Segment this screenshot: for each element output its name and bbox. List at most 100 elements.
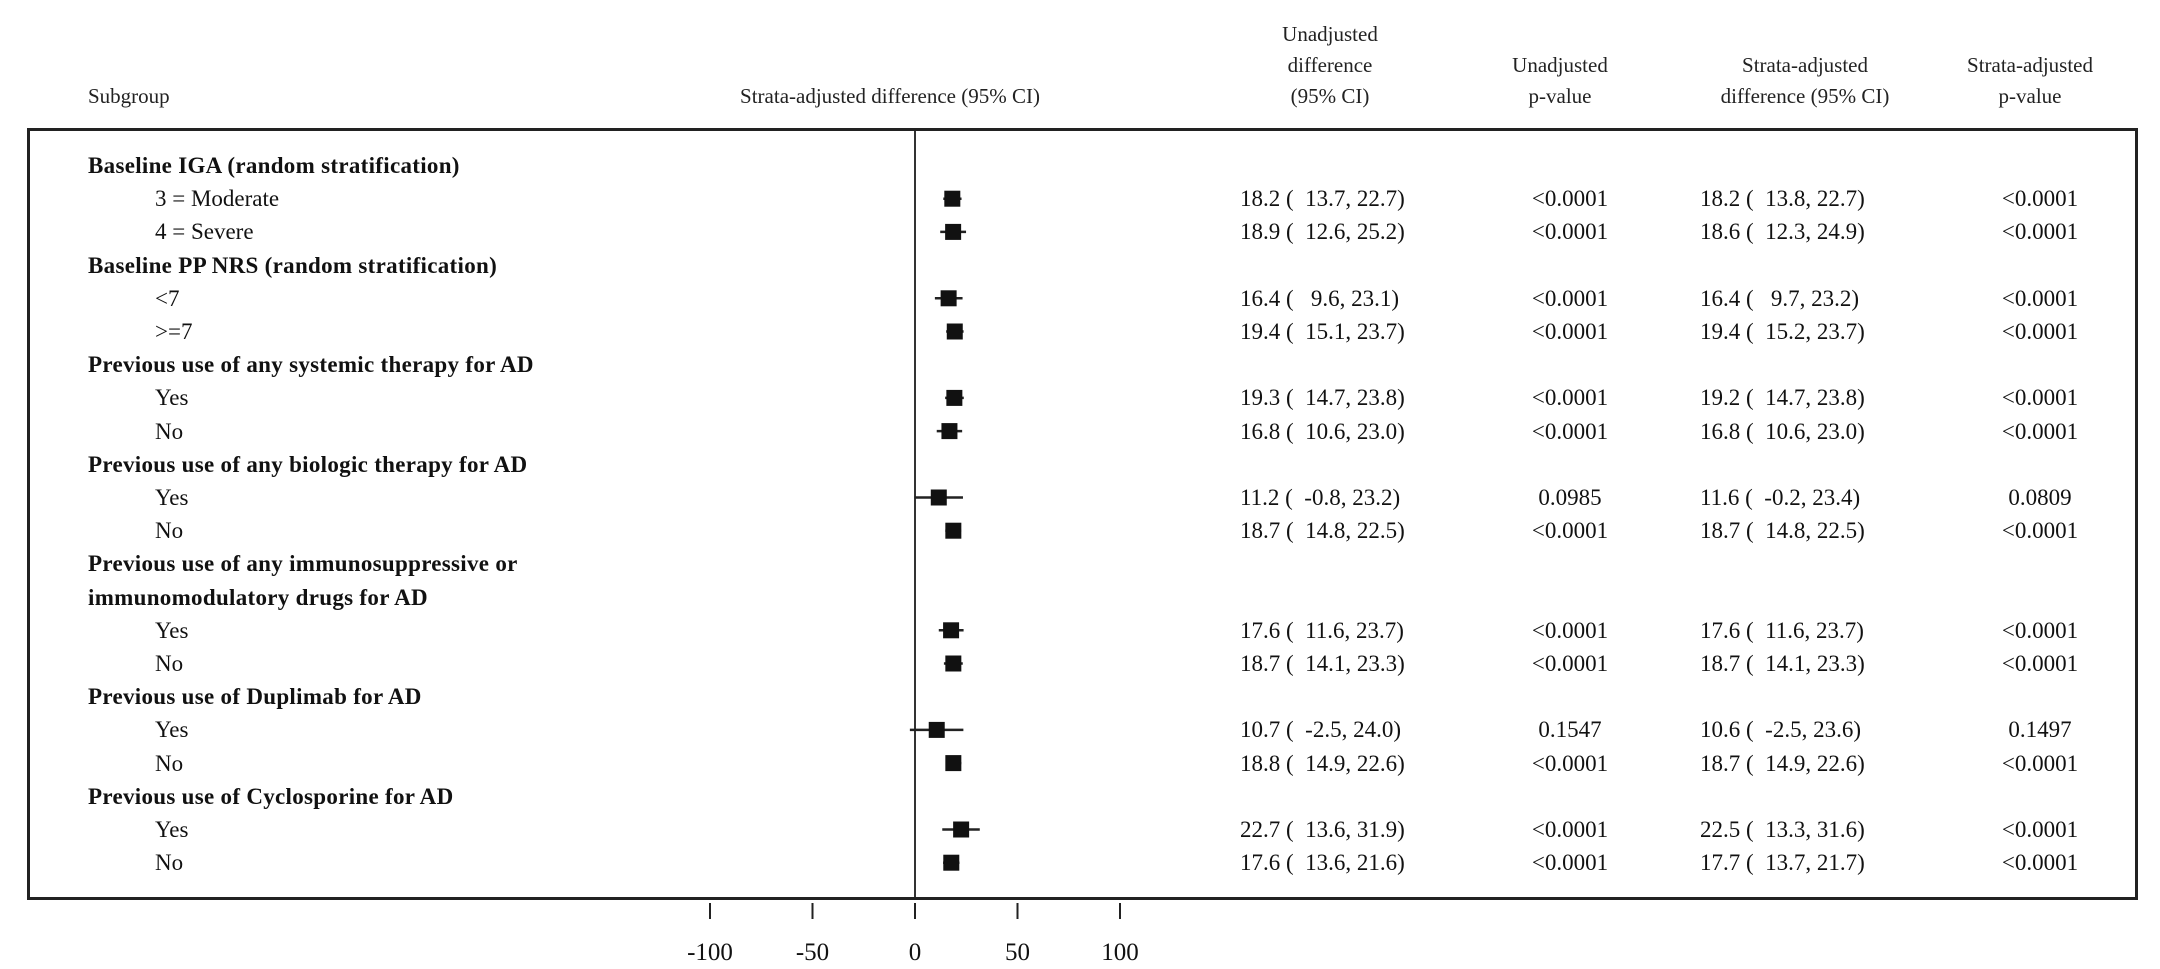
point-estimate [930, 489, 947, 506]
unadjusted-pvalue-cell: <0.0001 [1531, 518, 1609, 544]
adjusted-pvalue-cell: 0.0809 [2008, 485, 2072, 510]
subgroup-label: No [155, 750, 184, 776]
unadjusted-difference-cell: 11.2 ( -0.8, 23.2) [1240, 485, 1401, 510]
unadjusted-pvalue-cell: <0.0001 [1531, 186, 1609, 212]
point-estimate [928, 721, 945, 738]
adjusted-difference-cell: 10.6 ( -2.5, 23.6) [1700, 717, 1861, 743]
table-row: No 18.7 ( 14.8, 22.5) <0.0001 18.7 ( 14.8, … [0, 514, 2160, 547]
subgroup-label: Previous use of any immunosuppressive or [88, 551, 518, 577]
unadjusted-difference-cell: 16.8 ( 10.6, 23.0) [1240, 418, 1405, 444]
unadjusted-pvalue-cell: <0.0001 [1531, 319, 1609, 344]
subgroup-label: Previous use of any biologic therapy for… [88, 451, 528, 477]
table-row: Yes 19.3 ( 14.7, 23.8) <0.0001 19.2 ( 14.7,… [0, 381, 2160, 414]
subgroup-label: 4 = Severe [155, 219, 254, 245]
point-estimate [953, 821, 970, 838]
adjusted-difference-cell: 18.2 ( 13.8, 22.7) [1700, 186, 1865, 212]
table-row: Yes 17.6 ( 11.6, 23.7) <0.0001 17.6 ( 11.6,… [0, 614, 2160, 647]
unadjusted-pvalue-cell: <0.0001 [1531, 651, 1609, 676]
unadjusted-difference-cell: 19.3 ( 14.7, 23.8) [1240, 385, 1405, 411]
point-estimate [945, 755, 962, 772]
unadjusted-difference-cell: 18.7 ( 14.1, 23.3) [1240, 651, 1405, 676]
table-row: No 18.7 ( 14.1, 23.3) <0.0001 18.7 ( 14.1, … [0, 647, 2160, 680]
subgroup-label: Previous use of Duplimab for AD [88, 684, 422, 710]
table-row: 3 = Moderate 18.2 ( 13.7, 22.7) <0.0001 18.… [0, 182, 2160, 215]
subgroup-label: Yes [155, 617, 189, 643]
group-header-row: Previous use of any immunosuppressive or [0, 547, 2160, 580]
unadjusted-difference-cell: 18.9 ( 12.6, 25.2) [1240, 219, 1405, 245]
point-estimate [943, 622, 960, 639]
unadjusted-pvalue-cell: <0.0001 [1531, 850, 1609, 876]
subgroup-label: Baseline IGA (random stratification) [88, 153, 460, 178]
subgroup-label: Yes [155, 717, 189, 743]
group-header-row: Previous use of Duplimab for AD [0, 680, 2160, 713]
header-unadjusted-difference: Unadjusted difference (95% CI) [1230, 19, 1430, 112]
header-unadj-diff-line1: Unadjusted [1282, 22, 1378, 46]
subgroup-label: Baseline PP NRS (random stratification) [88, 252, 498, 278]
unadjusted-pvalue-cell: <0.0001 [1531, 750, 1609, 776]
group-header-row: Baseline PP NRS (random stratification) [0, 249, 2160, 282]
unadjusted-difference-cell: 16.4 ( 9.6, 23.1) [1240, 285, 1400, 311]
header-adjusted-pvalue: Strata-adjusted p-value [1930, 50, 2130, 112]
adjusted-difference-cell: 22.5 ( 13.3, 31.6) [1700, 817, 1865, 842]
subgroup-label: No [155, 651, 184, 676]
subgroup-label: 3 = Moderate [155, 186, 280, 212]
adjusted-difference-cell: 19.4 ( 15.2, 23.7) [1700, 319, 1865, 344]
unadjusted-pvalue-cell: <0.0001 [1531, 385, 1609, 411]
unadjusted-difference-cell: 22.7 ( 13.6, 31.9) [1240, 817, 1405, 842]
subgroup-label: No [155, 850, 184, 876]
point-estimate [944, 190, 961, 207]
subgroup-label: <7 [155, 285, 180, 311]
unadjusted-pvalue-cell: 0.0985 [1538, 485, 1602, 510]
adjusted-difference-cell: 11.6 ( -0.2, 23.4) [1700, 485, 1861, 510]
subgroup-label: No [155, 518, 184, 544]
header-adjusted-difference: Strata-adjusted difference (95% CI) [1690, 50, 1920, 112]
adjusted-pvalue-cell: <0.0001 [2001, 186, 2079, 212]
unadjusted-pvalue-cell: <0.0001 [1531, 817, 1609, 842]
subgroup-label: No [155, 418, 184, 444]
adjusted-pvalue-cell: 0.1497 [2008, 717, 2072, 743]
point-estimate [940, 290, 957, 307]
header-subgroup-text: Subgroup [88, 84, 170, 108]
subgroup-label: Previous use of any systemic therapy for… [88, 352, 534, 378]
point-estimate [946, 389, 963, 406]
unadjusted-pvalue-cell: 0.1547 [1538, 717, 1602, 743]
unadjusted-difference-cell: 18.8 ( 14.9, 22.6) [1240, 750, 1405, 776]
adjusted-pvalue-cell: <0.0001 [2001, 319, 2079, 344]
adjusted-pvalue-cell: <0.0001 [2001, 817, 2079, 842]
adjusted-pvalue-cell: <0.0001 [2001, 385, 2079, 411]
unadjusted-difference-cell: 10.7 ( -2.5, 24.0) [1240, 717, 1401, 743]
group-header-row: Previous use of any biologic therapy for… [0, 448, 2160, 481]
adjusted-pvalue-cell: <0.0001 [2001, 850, 2079, 876]
table-frame [27, 128, 2138, 900]
unadjusted-pvalue-cell: <0.0001 [1531, 219, 1609, 245]
header-adj-diff-line1: Strata-adjusted [1742, 53, 1868, 77]
unadjusted-pvalue-cell: <0.0001 [1531, 617, 1609, 643]
adjusted-difference-cell: 18.7 ( 14.8, 22.5) [1700, 518, 1865, 544]
header-forest: Strata-adjusted difference (95% CI) [690, 81, 1090, 112]
x-axis-tick-label: 0 [909, 939, 922, 966]
header-unadj-diff-line2: difference [1287, 53, 1373, 77]
header-unadjusted-pvalue: Unadjusted p-value [1470, 50, 1650, 112]
group-header-row: Previous use of Cyclosporine for AD [0, 780, 2160, 813]
unadjusted-difference-cell: 18.7 ( 14.8, 22.5) [1240, 518, 1405, 544]
table-row: No 18.8 ( 14.9, 22.6) <0.0001 18.7 ( 14.9, … [0, 747, 2160, 780]
x-axis-tick-label: -100 [687, 939, 733, 966]
adjusted-pvalue-cell: <0.0001 [2001, 219, 2079, 245]
unadjusted-difference-cell: 19.4 ( 15.1, 23.7) [1240, 319, 1405, 344]
group-header-row: immunomodulatory drugs for AD [0, 581, 2160, 614]
adjusted-difference-cell: 18.6 ( 12.3, 24.9) [1700, 219, 1865, 245]
group-header-row: Previous use of any systemic therapy for… [0, 348, 2160, 381]
table-row: Yes 10.7 ( -2.5, 24.0) 0.1547 10.6 ( -2.5, … [0, 713, 2160, 746]
unadjusted-pvalue-cell: <0.0001 [1531, 418, 1609, 444]
table-row: No 16.8 ( 10.6, 23.0) <0.0001 16.8 ( 10.6, … [0, 415, 2160, 448]
subgroup-label: Yes [155, 485, 189, 510]
adjusted-difference-cell: 16.8 ( 10.6, 23.0) [1700, 418, 1865, 444]
point-estimate [945, 223, 962, 240]
adjusted-difference-cell: 18.7 ( 14.9, 22.6) [1700, 750, 1865, 776]
adjusted-pvalue-cell: <0.0001 [2001, 285, 2079, 311]
table-row: >=7 19.4 ( 15.1, 23.7) <0.0001 19.4 ( 15.2,… [0, 315, 2160, 348]
unadjusted-pvalue-cell: <0.0001 [1531, 285, 1609, 311]
header-adj-p-line1: Strata-adjusted [1967, 53, 2093, 77]
point-estimate [941, 423, 958, 440]
